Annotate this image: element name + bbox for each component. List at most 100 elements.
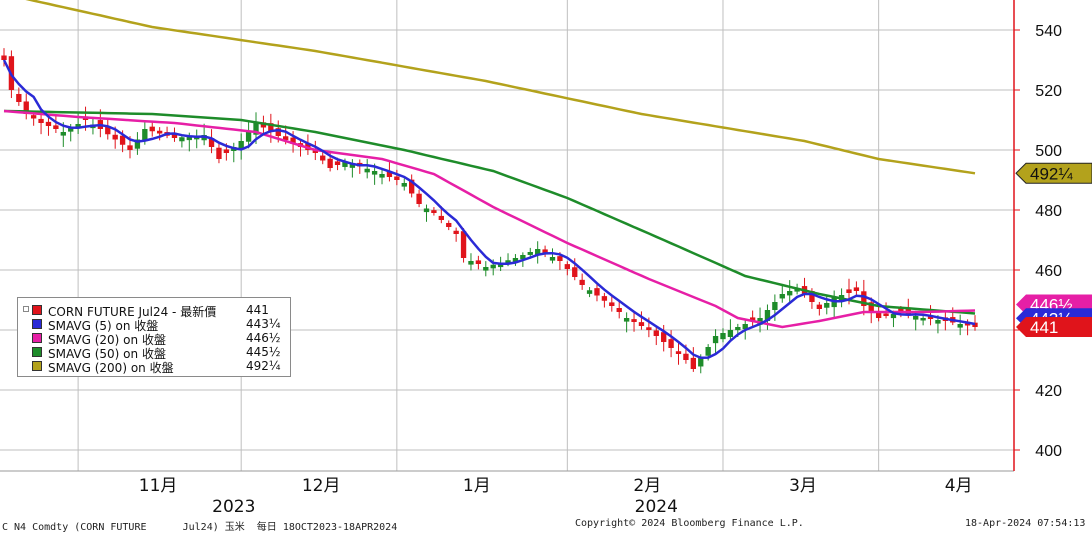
candle-body <box>45 121 52 126</box>
candle-body <box>535 249 541 255</box>
candle-body <box>572 267 578 277</box>
candle-body <box>675 351 682 354</box>
candle-body <box>824 303 830 308</box>
candle-body <box>935 320 941 324</box>
candle-body <box>883 313 889 316</box>
candle-body <box>683 353 689 360</box>
legend-item-sma200: SMAVG (200) on 收盤 492¼ <box>18 359 290 375</box>
candle-body <box>957 324 963 328</box>
candle-body <box>342 162 348 167</box>
legend-value-sma5: 443¼ <box>246 317 281 331</box>
candle-body <box>127 145 133 150</box>
legend-value-sma50: 445½ <box>246 345 281 359</box>
candle-body <box>631 319 637 322</box>
y-tick-label: 460 <box>1035 263 1062 280</box>
candle-body <box>601 296 608 301</box>
footer-copyright: Copyright© 2024 Bloomberg Finance L.P. <box>575 518 804 529</box>
candle-body <box>816 304 823 309</box>
y-tick-label: 480 <box>1035 203 1062 220</box>
y-tick-label: 420 <box>1035 383 1062 400</box>
legend-mark-icon <box>23 306 29 312</box>
y-tick-label: 520 <box>1035 83 1062 100</box>
candle-body <box>868 302 874 312</box>
candle-body <box>527 252 533 255</box>
legend-value-sma20: 446½ <box>246 331 281 345</box>
y-tick-label: 500 <box>1035 143 1062 160</box>
x-year-label: 2023 <box>212 497 255 517</box>
candle-body <box>468 261 474 265</box>
candle-body <box>727 330 734 337</box>
candle-body <box>208 138 215 147</box>
footer-timestamp: 18-Apr-2024 07:54:13 <box>965 518 1086 529</box>
candle-body <box>460 231 467 258</box>
candle-body <box>564 264 570 269</box>
candle-body <box>282 136 289 140</box>
candle-body <box>75 124 81 128</box>
candle-body <box>327 158 333 168</box>
candle-body <box>853 287 860 291</box>
candle-body <box>290 137 296 144</box>
candle-body <box>861 291 867 306</box>
legend-value-corn: 441 <box>246 303 269 317</box>
candle-body <box>505 260 511 264</box>
candle-body <box>379 174 385 178</box>
candle-body <box>364 168 370 173</box>
candle-body <box>623 318 630 322</box>
candle-body <box>453 230 459 234</box>
candle-body <box>920 318 926 321</box>
candle-body <box>23 101 29 114</box>
candle-body <box>423 208 430 213</box>
legend-label-sma50: SMAVG (50) on 收盤 <box>48 347 166 361</box>
last-value-tag <box>1015 162 1092 184</box>
candle-body <box>890 314 897 319</box>
candle-body <box>638 322 645 326</box>
candle-body <box>475 260 482 264</box>
candle-body <box>179 137 185 142</box>
candle-body <box>875 312 882 318</box>
candle-body <box>712 336 719 344</box>
x-tick-label: 4月 <box>945 476 973 496</box>
last-value-tag <box>1016 317 1092 337</box>
candle-body <box>557 256 563 261</box>
candle-body <box>720 333 726 340</box>
legend-swatch-corn <box>32 305 42 315</box>
candle-body <box>913 316 919 320</box>
candle-body <box>60 132 66 136</box>
candle-body <box>238 141 244 149</box>
candle-body <box>483 267 489 271</box>
candle-body <box>653 330 659 336</box>
candle-body <box>705 347 711 356</box>
series-line-sma200 <box>25 0 976 175</box>
candle-body <box>742 324 748 330</box>
last-value-tag-label: 492¼ <box>1030 164 1073 183</box>
candle-body <box>53 125 59 129</box>
candle-body <box>431 210 437 213</box>
legend-swatch-sma5 <box>32 319 42 329</box>
candle-body <box>749 317 756 321</box>
legend-swatch-sma50 <box>32 347 42 357</box>
x-tick-label: 12月 <box>302 476 341 496</box>
candle-body <box>809 290 815 302</box>
candle-body <box>609 302 615 306</box>
candle-body <box>394 176 400 180</box>
candle-body <box>223 149 230 153</box>
series-line-sma50 <box>3 109 976 315</box>
candle-body <box>216 147 222 159</box>
candle-body <box>446 222 452 227</box>
legend-item-sma20: SMAVG (20) on 收盤 446½ <box>18 331 290 347</box>
candle-body <box>972 322 978 327</box>
candle-body <box>579 279 585 285</box>
candle-body <box>134 139 141 149</box>
candle-body <box>772 302 778 311</box>
candle-body <box>68 128 74 132</box>
footer-ticker: C N4 Comdty (CORN FUTURE Jul24) 玉米 每日 18… <box>2 522 398 533</box>
candle-body <box>668 339 674 348</box>
candle-body <box>245 132 252 142</box>
x-year-label: 2024 <box>635 497 678 517</box>
candle-body <box>119 135 126 145</box>
y-tick-label: 400 <box>1035 443 1062 460</box>
legend-item-corn-future: CORN FUTURE Jul24 - 最新價 441 <box>18 303 290 319</box>
candle-body <box>779 294 785 299</box>
candle-body <box>512 258 519 262</box>
candle-body <box>156 130 163 134</box>
